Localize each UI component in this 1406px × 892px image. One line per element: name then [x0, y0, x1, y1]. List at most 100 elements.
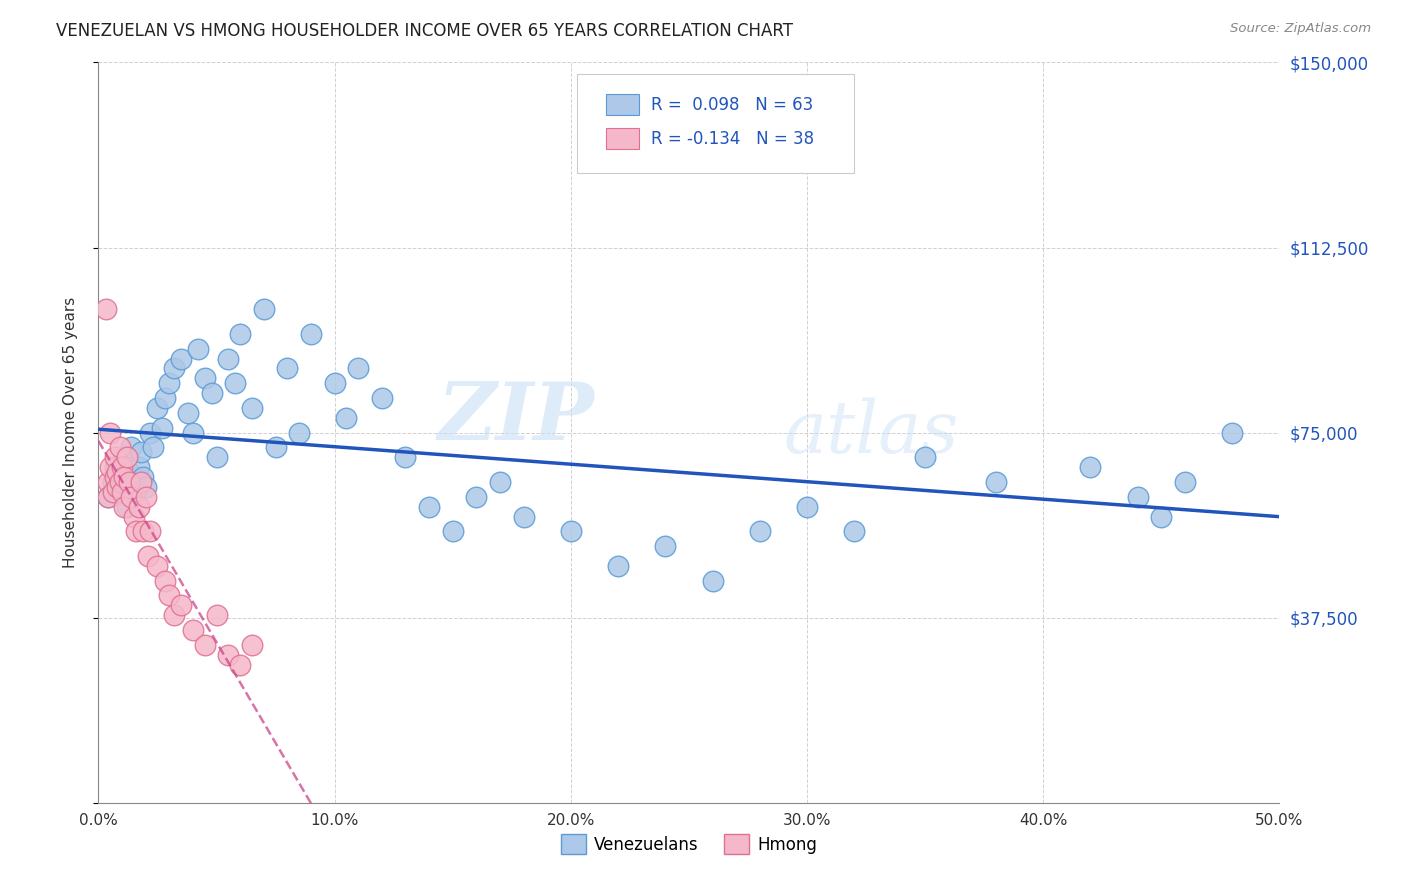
Point — [115, 500, 138, 514]
Point — [253, 302, 276, 317]
Point — [276, 361, 298, 376]
Point — [264, 441, 287, 455]
Point — [177, 406, 200, 420]
Point — [98, 460, 121, 475]
Point — [1126, 490, 1149, 504]
Point — [104, 450, 127, 465]
Point — [205, 608, 228, 623]
Point — [240, 401, 263, 415]
FancyBboxPatch shape — [606, 95, 640, 115]
Point — [101, 484, 124, 499]
Point — [240, 638, 263, 652]
Point — [1174, 475, 1197, 489]
Point — [229, 657, 252, 672]
Text: ZIP: ZIP — [437, 379, 595, 457]
Point — [146, 558, 169, 573]
Point — [441, 524, 464, 539]
Point — [150, 420, 173, 434]
Point — [288, 425, 311, 440]
Point — [984, 475, 1007, 489]
Point — [105, 480, 128, 494]
Point — [153, 574, 176, 588]
Point — [125, 484, 148, 499]
Point — [560, 524, 582, 539]
FancyBboxPatch shape — [606, 128, 640, 149]
Point — [465, 490, 488, 504]
Point — [142, 441, 165, 455]
Point — [125, 524, 148, 539]
Text: Source: ZipAtlas.com: Source: ZipAtlas.com — [1230, 22, 1371, 36]
Point — [112, 450, 135, 465]
Point — [135, 480, 157, 494]
Point — [146, 401, 169, 415]
Point — [104, 460, 127, 475]
Point — [205, 450, 228, 465]
Point — [139, 524, 162, 539]
Point — [201, 386, 224, 401]
Point — [181, 425, 204, 440]
Point — [157, 376, 180, 391]
Text: R = -0.134   N = 38: R = -0.134 N = 38 — [651, 129, 814, 148]
Point — [194, 638, 217, 652]
FancyBboxPatch shape — [576, 73, 855, 173]
Point — [122, 475, 145, 489]
Point — [170, 351, 193, 366]
Point — [187, 342, 209, 356]
Point — [97, 490, 120, 504]
Point — [139, 425, 162, 440]
Point — [128, 500, 150, 514]
Point — [135, 490, 157, 504]
Point — [118, 475, 141, 489]
Point — [111, 480, 134, 494]
Point — [229, 326, 252, 341]
Point — [489, 475, 512, 489]
Text: atlas: atlas — [783, 397, 959, 468]
Point — [108, 470, 131, 484]
Point — [112, 500, 135, 514]
Point — [512, 509, 534, 524]
Point — [105, 465, 128, 479]
Point — [132, 470, 155, 484]
Point — [654, 539, 676, 553]
Point — [121, 490, 143, 504]
Point — [97, 475, 120, 489]
Point — [163, 608, 186, 623]
Point — [748, 524, 770, 539]
Point — [136, 549, 159, 563]
Point — [371, 391, 394, 405]
Point — [97, 490, 120, 504]
Point — [914, 450, 936, 465]
Point — [217, 648, 239, 662]
Point — [1080, 460, 1102, 475]
Point — [121, 441, 143, 455]
Point — [607, 558, 630, 573]
Point — [163, 361, 186, 376]
Point — [702, 574, 724, 588]
Text: R =  0.098   N = 63: R = 0.098 N = 63 — [651, 95, 814, 113]
Point — [104, 470, 127, 484]
Point — [1150, 509, 1173, 524]
Point — [153, 391, 176, 405]
Point — [132, 524, 155, 539]
Point — [105, 484, 128, 499]
Point — [128, 460, 150, 475]
Point — [418, 500, 440, 514]
Point — [194, 371, 217, 385]
Point — [335, 410, 357, 425]
Point — [94, 302, 117, 317]
Point — [129, 475, 152, 489]
Point — [101, 475, 124, 489]
Point — [111, 484, 134, 499]
Point — [122, 509, 145, 524]
Point — [224, 376, 246, 391]
Point — [299, 326, 322, 341]
Point — [394, 450, 416, 465]
Point — [108, 441, 131, 455]
Point — [111, 460, 134, 475]
Point — [118, 465, 141, 479]
Point — [98, 425, 121, 440]
Point — [217, 351, 239, 366]
Point — [844, 524, 866, 539]
Point — [157, 589, 180, 603]
Point — [112, 470, 135, 484]
